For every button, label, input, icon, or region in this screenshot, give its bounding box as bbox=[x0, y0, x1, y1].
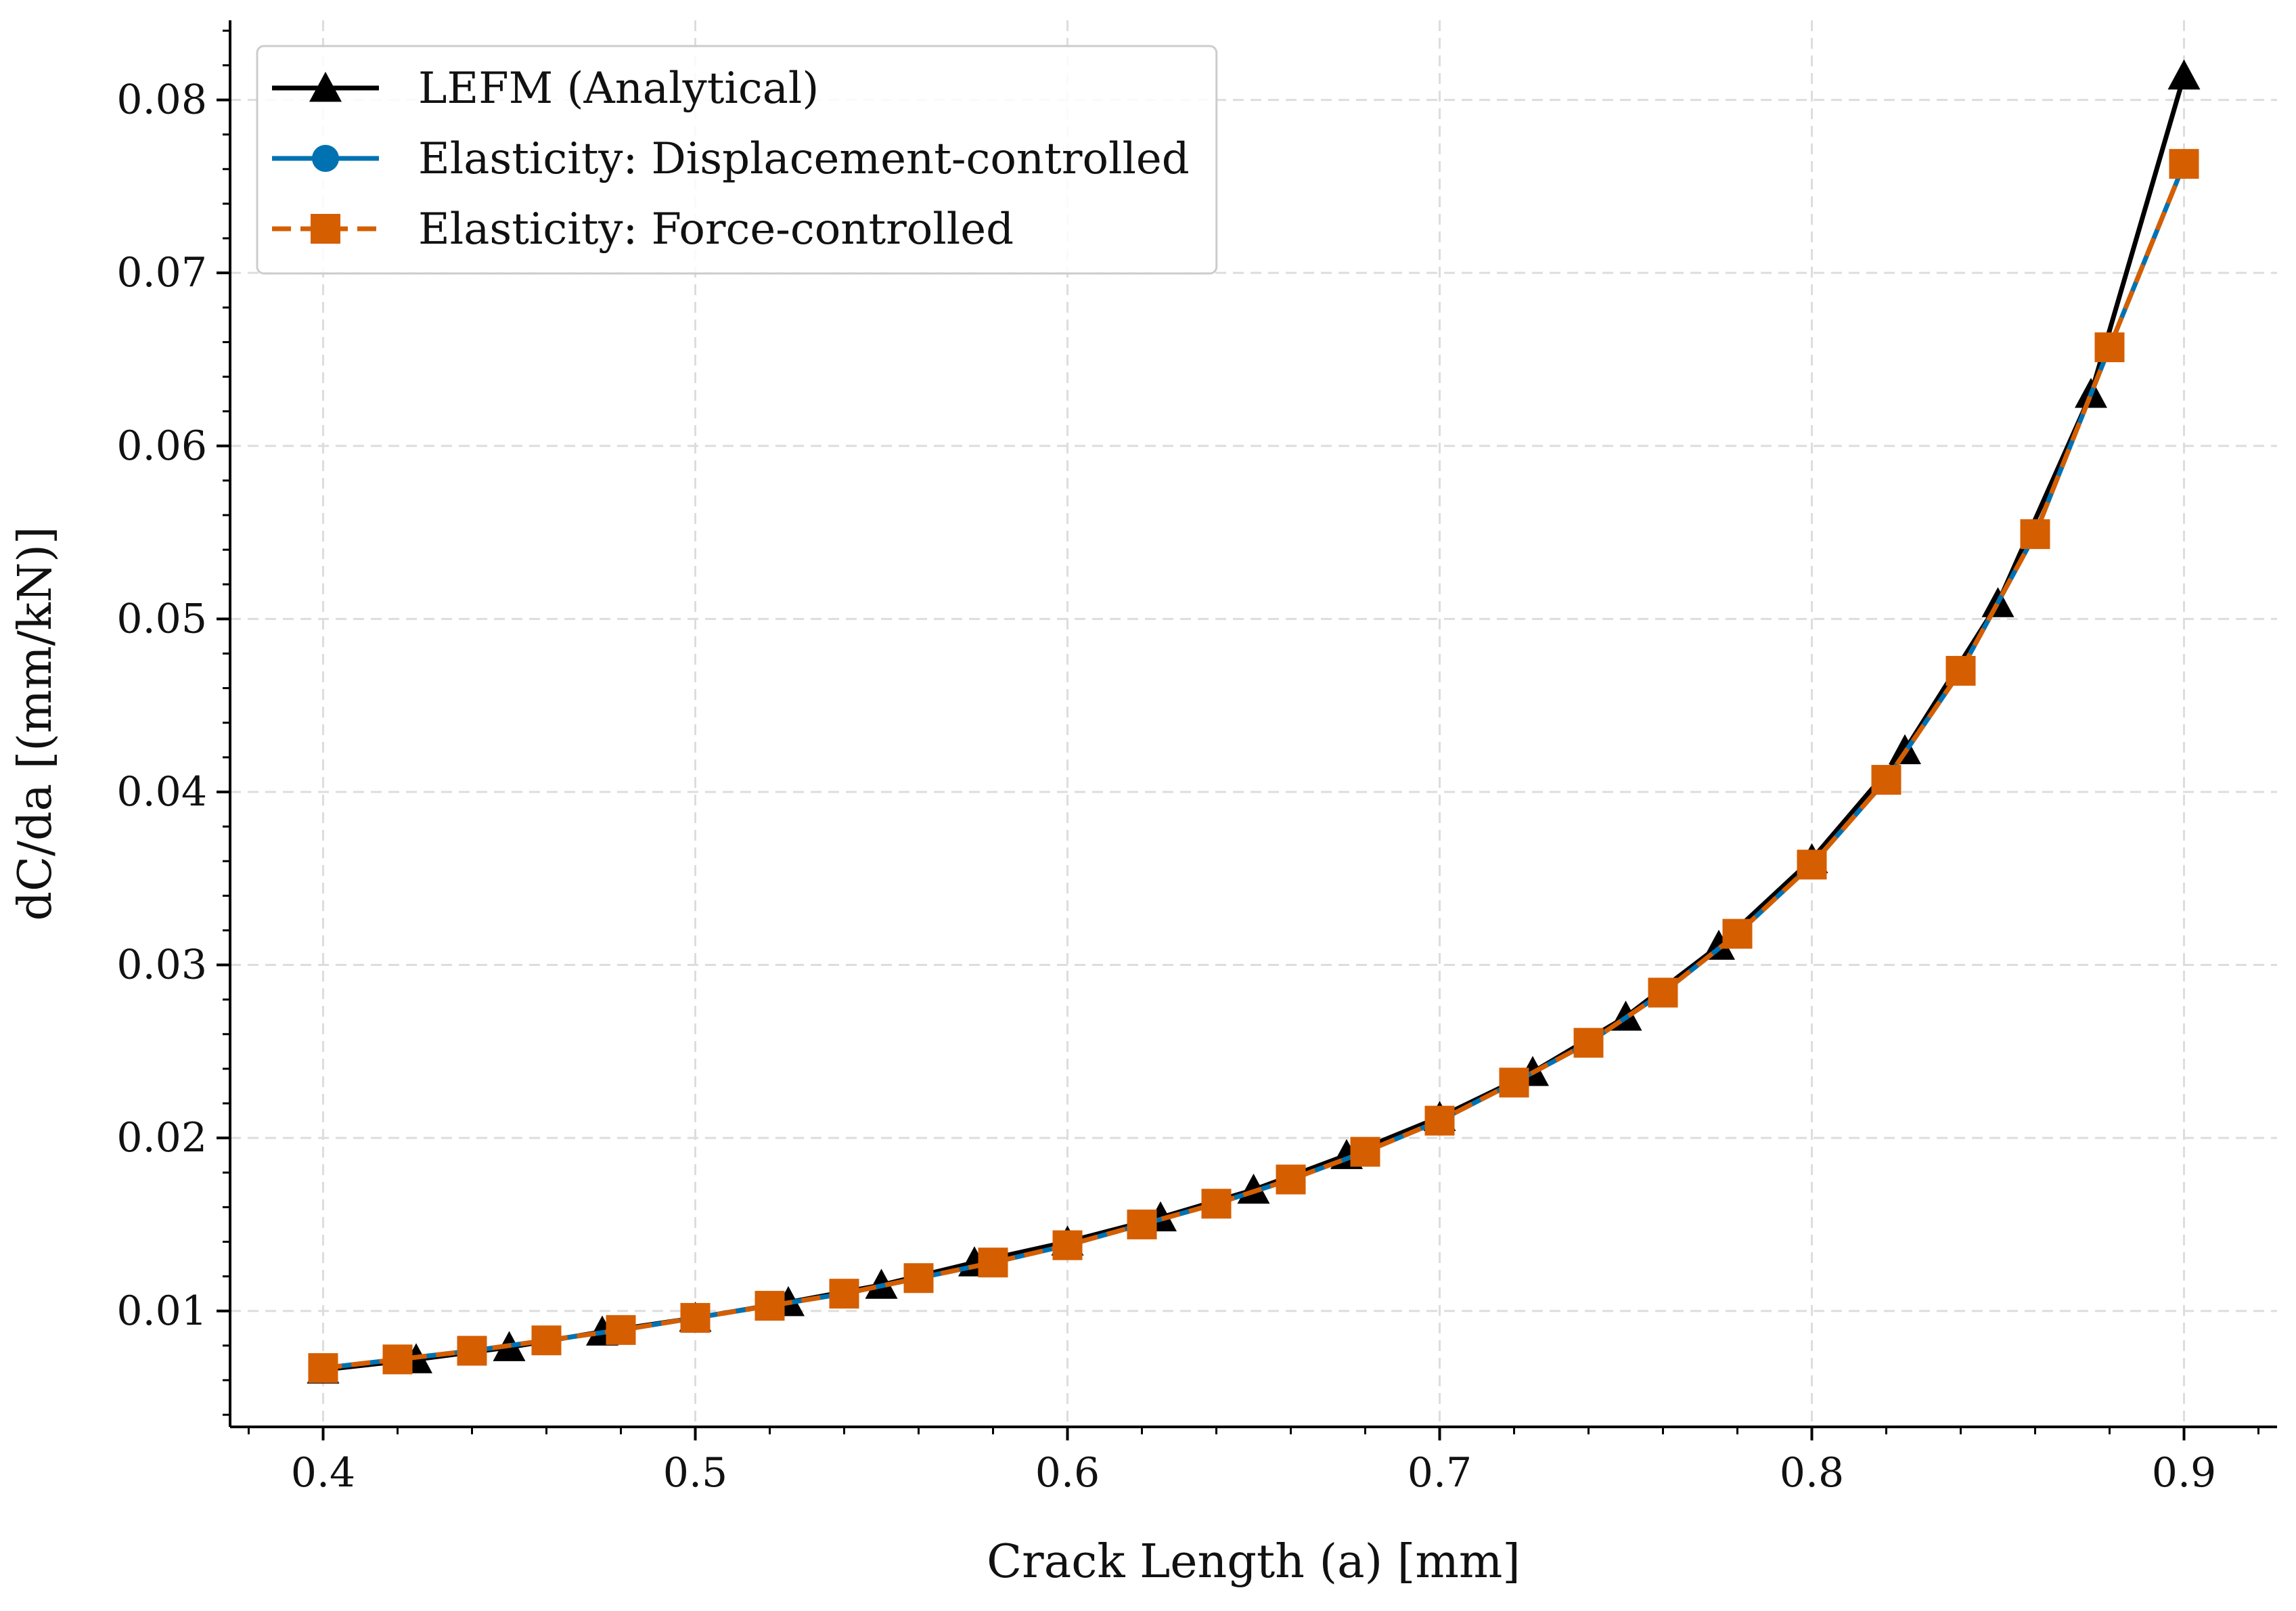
legend-box bbox=[256, 45, 1218, 275]
data-point bbox=[1201, 1189, 1232, 1219]
y-axis-title: dC/da [(mm/kN)] bbox=[9, 527, 62, 921]
legend-item: Elasticity: Displacement-controlled bbox=[272, 134, 1190, 184]
data-point bbox=[755, 1291, 785, 1321]
data-point bbox=[1052, 1230, 1083, 1260]
x-tick-label: 0.5 bbox=[663, 1449, 727, 1497]
legend-item: Elasticity: Force-controlled bbox=[272, 204, 1014, 255]
data-point bbox=[1945, 656, 1976, 686]
legend-items: LEFM (Analytical) Elasticity: Displacemen… bbox=[272, 64, 1190, 255]
data-point bbox=[2094, 332, 2125, 363]
data-point bbox=[531, 1325, 562, 1356]
x-tick-label: 0.6 bbox=[1035, 1449, 1100, 1497]
data-point bbox=[680, 1302, 711, 1333]
legend-label: LEFM (Analytical) bbox=[418, 64, 819, 114]
data-point bbox=[1127, 1209, 1157, 1239]
series-layer bbox=[307, 59, 2201, 1384]
x-tick-label: 0.9 bbox=[2152, 1449, 2216, 1497]
data-point bbox=[1573, 1028, 1604, 1058]
x-tick-label: 0.4 bbox=[291, 1449, 355, 1497]
legend-label: Elasticity: Displacement-controlled bbox=[418, 134, 1190, 184]
data-point bbox=[978, 1248, 1008, 1278]
data-point bbox=[1648, 977, 1678, 1008]
data-point bbox=[1871, 765, 1901, 795]
data-point bbox=[606, 1315, 636, 1345]
y-tick-label: 0.08 bbox=[116, 76, 207, 124]
data-point bbox=[1424, 1105, 1455, 1136]
data-point bbox=[903, 1263, 934, 1294]
y-tick-label: 0.02 bbox=[116, 1114, 207, 1162]
data-point bbox=[1350, 1136, 1380, 1167]
data-point bbox=[1499, 1067, 1529, 1098]
data-point bbox=[1722, 919, 1753, 949]
data-point bbox=[2020, 519, 2050, 550]
data-point bbox=[382, 1344, 413, 1375]
y-tick-label: 0.07 bbox=[116, 249, 207, 296]
y-tick-label: 0.01 bbox=[116, 1287, 207, 1335]
y-tick-label: 0.04 bbox=[116, 768, 207, 816]
x-tick-label: 0.8 bbox=[1780, 1449, 1844, 1497]
data-point bbox=[457, 1336, 487, 1366]
legend-swatch-marker bbox=[309, 72, 342, 102]
series-3 bbox=[308, 149, 2199, 1384]
data-point bbox=[2169, 149, 2199, 179]
data-point bbox=[829, 1279, 859, 1309]
legend-label: Elasticity: Force-controlled bbox=[418, 204, 1014, 255]
x-axis-title: Crack Length (a) [mm] bbox=[987, 1535, 1521, 1589]
y-tick-label: 0.06 bbox=[116, 422, 207, 470]
legend-swatch-marker bbox=[312, 145, 339, 172]
y-tick-label: 0.05 bbox=[116, 595, 207, 642]
data-point bbox=[2167, 59, 2201, 90]
ticks: 0.4 0.5 0.6 0.7 0.8 0.9 0.01 0.02 0.03 0.04 0.05 0.… bbox=[116, 29, 2259, 1497]
legend-swatch-marker bbox=[311, 214, 340, 244]
legend: LEFM (Analytical) Elasticity: Displacemen… bbox=[256, 45, 1218, 275]
data-point bbox=[1276, 1164, 1306, 1195]
y-tick-label: 0.03 bbox=[116, 942, 207, 989]
data-point bbox=[308, 1353, 338, 1384]
data-point bbox=[1797, 849, 1827, 880]
legend-item: LEFM (Analytical) bbox=[272, 64, 819, 114]
x-tick-label: 0.7 bbox=[1408, 1449, 1472, 1497]
